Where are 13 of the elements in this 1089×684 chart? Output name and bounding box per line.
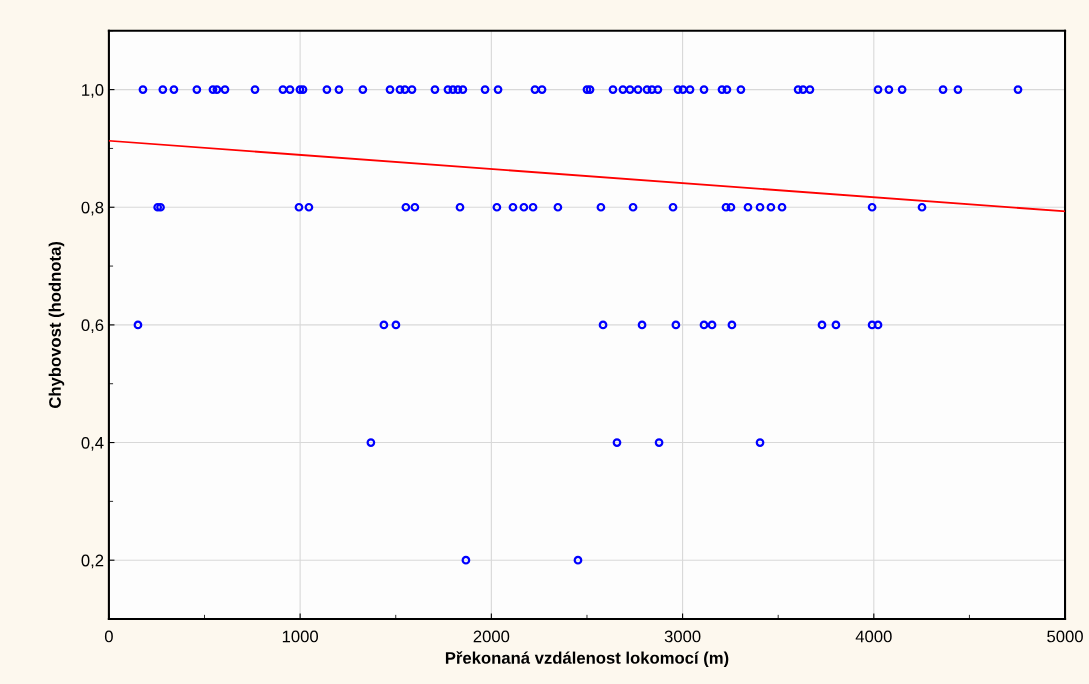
y-tick-label: 0,6 bbox=[81, 319, 104, 334]
y-tick-label: 0,8 bbox=[81, 201, 104, 216]
x-tick-label: 4000 bbox=[855, 630, 892, 643]
x-tick-label: 1000 bbox=[282, 630, 319, 643]
x-tick-label: 3000 bbox=[664, 630, 701, 643]
y-tick-label: 0,4 bbox=[81, 436, 104, 451]
x-axis-title: Překonaná vzdálenost lokomocí (m) bbox=[445, 651, 729, 668]
y-axis-title: Chybovost (hodnota) bbox=[48, 241, 65, 408]
x-tick-label: 5000 bbox=[1047, 630, 1083, 643]
y-tick-label: 0,2 bbox=[81, 554, 104, 569]
x-tick-label: 2000 bbox=[473, 630, 510, 643]
x-tick-label: 0 bbox=[104, 630, 113, 643]
y-tick-label: 1,0 bbox=[82, 84, 104, 98]
